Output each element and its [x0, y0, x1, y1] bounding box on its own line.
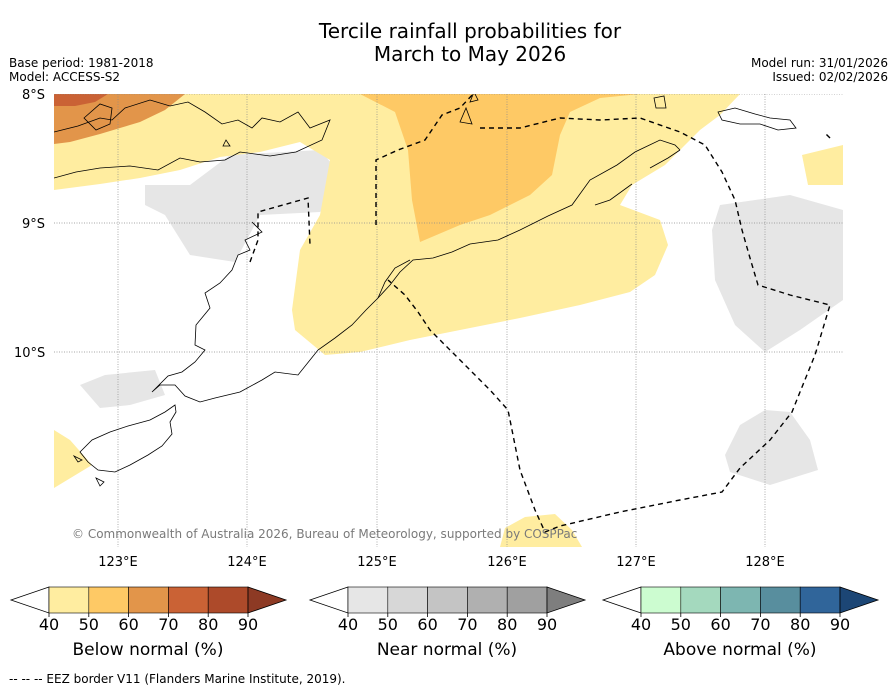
- colorbar-above-segment-80-90: [799, 586, 841, 614]
- near-normal-area-north: [145, 150, 350, 262]
- colorbar-near-over-extension: [546, 586, 587, 614]
- colorbar-below-tick-label-70: 70: [158, 615, 178, 634]
- colorbar-below-tick-label-50: 50: [79, 615, 99, 634]
- colorbar-below-under-extension: [9, 586, 50, 614]
- eez-footnote: -- -- -- EEZ border V11 (Flanders Marine…: [9, 672, 346, 686]
- map-plot-area: © Commonwealth of Australia 2026, Bureau…: [54, 94, 843, 547]
- longitude-labels: 123°E 124°E 125°E 126°E 127°E 128°E: [98, 555, 785, 570]
- colorbar-above-over-extension: [839, 586, 880, 614]
- coastlines: [54, 94, 797, 487]
- colorbar-above-tick-label-40: 40: [631, 615, 651, 634]
- below-normal-40-50-main: [54, 94, 740, 355]
- colorbar-below-tick-label-80: 80: [198, 615, 218, 634]
- colorbar-above-tick-label-50: 50: [671, 615, 691, 634]
- below-normal-40-50-east: [802, 145, 843, 185]
- colorbar-near-tick-label-50: 50: [378, 615, 398, 634]
- below-normal-40-50-south: [500, 514, 582, 547]
- colorbar-near-segment-70-80: [467, 586, 508, 614]
- colorbar-above-segment-70-80: [760, 586, 801, 614]
- near-normal-area-west: [80, 370, 165, 408]
- colorbar-above-label: Above normal (%): [663, 640, 817, 660]
- map-title: Tercile rainfall probabilities for March…: [0, 20, 896, 66]
- base-period: Base period: 1981-2018: [9, 56, 154, 70]
- colorbar-above-segment-60-70: [720, 586, 761, 614]
- colorbar-near-segment-60-70: [427, 586, 468, 614]
- copyright-text: © Commonwealth of Australia 2026, Bureau…: [72, 527, 577, 541]
- below-normal-70-80-area: [54, 94, 108, 106]
- title-line-1: Tercile rainfall probabilities for: [318, 19, 622, 43]
- model-name: Model: ACCESS-S2: [9, 70, 121, 84]
- lat-label-10s: 10°S: [14, 346, 45, 361]
- colorbar-near-tick-label-80: 80: [497, 615, 517, 634]
- colorbar-above-segment-40-50: [640, 586, 682, 614]
- lon-label-127e: 127°E: [616, 555, 656, 570]
- lon-label-123e: 123°E: [98, 555, 138, 570]
- colorbar-near-under-extension: [308, 586, 349, 614]
- lon-label-128e: 128°E: [745, 555, 785, 570]
- meta-right: Model run: 31/01/2026 Issued: 02/02/2026: [751, 56, 888, 84]
- near-normal-area-east: [712, 195, 843, 352]
- colorbar-below-segment-80-90: [207, 586, 249, 614]
- colorbar-below-segment-70-80: [168, 586, 209, 614]
- lat-label-8s: 8°S: [22, 88, 45, 103]
- colorbar-above-tick-label-80: 80: [790, 615, 810, 634]
- colorbar-above-normal: 40 50 60 70 80 90: [601, 586, 880, 634]
- colorbar-below-tick-label-40: 40: [39, 615, 59, 634]
- colorbar-below-tick-label-90: 90: [238, 615, 258, 634]
- colorbar-near-tick-label-70: 70: [457, 615, 477, 634]
- colorbar-above-under-extension: [601, 586, 642, 614]
- lon-label-125e: 125°E: [357, 555, 397, 570]
- colorbar-near-segment-80-90: [506, 586, 548, 614]
- gridlines: [54, 94, 843, 547]
- meta-left: Base period: 1981-2018 Model: ACCESS-S2: [9, 56, 154, 84]
- colorbar-below-segment-50-60: [88, 586, 129, 614]
- colorbar-near-tick-label-90: 90: [537, 615, 557, 634]
- colorbar-near-normal: 40 50 60 70 80 90: [308, 586, 587, 634]
- colorbar-below-segment-40-50: [48, 586, 90, 614]
- issued-date: Issued: 02/02/2026: [772, 70, 888, 84]
- colorbar-near-tick-label-60: 60: [417, 615, 437, 634]
- lat-label-9s: 9°S: [22, 217, 45, 232]
- title-line-2: March to May 2026: [373, 42, 567, 66]
- colorbar-below-segment-60-70: [128, 586, 169, 614]
- below-normal-60-70-area: [54, 94, 185, 144]
- colorbar-above-segment-50-60: [680, 586, 721, 614]
- lon-label-124e: 124°E: [227, 555, 267, 570]
- colorbar-near-segment-40-50: [347, 586, 389, 614]
- eez-border: [249, 94, 831, 533]
- colorbar-above-tick-label-70: 70: [750, 615, 770, 634]
- model-run: Model run: 31/01/2026: [750, 56, 888, 70]
- colorbar-below-normal: 40 50 60 70 80 90: [9, 586, 288, 634]
- lon-label-126e: 126°E: [487, 555, 527, 570]
- below-normal-40-50-west: [54, 430, 92, 488]
- colorbar-near-label: Near normal (%): [376, 640, 518, 660]
- colorbar-above-tick-label-90: 90: [830, 615, 850, 634]
- below-normal-50-60-area: [54, 94, 640, 242]
- colorbar-below-tick-label-60: 60: [118, 615, 138, 634]
- colorbar-near-segment-50-60: [387, 586, 428, 614]
- near-normal-area-southeast: [725, 410, 818, 485]
- colorbar-below-label: Below normal (%): [72, 640, 224, 660]
- colorbar-below-over-extension: [247, 586, 288, 614]
- latitude-labels: 8°S 9°S 10°S: [14, 88, 45, 361]
- colorbar-above-tick-label-60: 60: [710, 615, 730, 634]
- colorbar-near-tick-label-40: 40: [338, 615, 358, 634]
